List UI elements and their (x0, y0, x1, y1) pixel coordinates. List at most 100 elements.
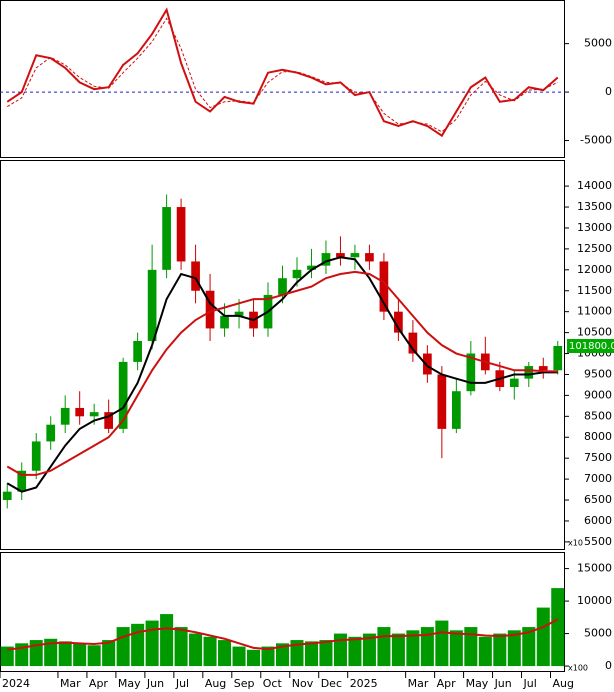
volume-bar (0, 646, 14, 667)
x-tick-label: Mar (60, 677, 81, 690)
volume-bar (160, 614, 174, 667)
y-tick-label: 13500 (577, 200, 612, 213)
x-tick-label: May (118, 677, 141, 690)
y-tick-label: 12000 (577, 263, 612, 276)
volume-bar (348, 636, 362, 667)
series-line (6, 270, 558, 476)
y-tick-label: 11500 (577, 284, 612, 297)
volume-bar (44, 638, 58, 667)
series-line (6, 256, 558, 493)
volume-bar (304, 641, 318, 667)
volume-bar (551, 588, 565, 667)
candle-body (220, 315, 229, 329)
volume-bar (435, 620, 449, 667)
candle-body (336, 253, 345, 258)
x-tick-label: Aug (205, 677, 226, 690)
x-tick-label: Sep (234, 677, 255, 690)
x-tick-label: Dec (321, 677, 342, 690)
candle-body (176, 207, 186, 262)
candle-body (452, 391, 461, 429)
candle-body (553, 346, 563, 371)
x-tick-label: Apr (89, 677, 109, 690)
x-tick-label: 2024 (2, 677, 30, 690)
volume-bar (232, 646, 246, 667)
volume-bar (333, 633, 347, 667)
y-tick-label: 7000 (584, 472, 612, 485)
scale-note: x10 (568, 539, 583, 548)
y-tick-label: 0 (605, 85, 612, 98)
x-tick-label: Jun (494, 677, 512, 690)
y-tick-label: 15000 (577, 562, 612, 575)
y-tick-label: 5000 (584, 37, 612, 50)
volume-bar (493, 633, 507, 667)
volume-bar (189, 633, 203, 667)
last-price-box (567, 339, 614, 354)
y-tick-label: 11000 (577, 305, 612, 318)
volume-bar (275, 643, 290, 667)
x-tick-label: Oct (263, 677, 283, 690)
candle-body (379, 261, 389, 312)
volume-bar (377, 627, 391, 667)
volume-bar (58, 641, 72, 667)
volume-bar (420, 627, 434, 667)
candle-body (234, 311, 244, 316)
last-price-label: 101800.0 (569, 341, 614, 352)
y-tick-label: 10500 (577, 326, 612, 339)
candle-body (31, 441, 41, 471)
x-tick-label: Jul (175, 677, 189, 690)
x-tick-label: Aug (553, 677, 574, 690)
volume-bar (174, 627, 188, 667)
x-tick-label: 2025 (350, 677, 378, 690)
candle-body (2, 491, 12, 501)
volume-bar (203, 636, 217, 667)
candle-body (278, 278, 287, 295)
series-line (7, 618, 559, 651)
volume-bar (391, 633, 405, 667)
volume-bar (464, 627, 478, 667)
candle-body (408, 332, 418, 354)
x-tick-label: Nov (292, 677, 314, 690)
y-tick-label: 12500 (577, 242, 612, 255)
y-tick-label: 9000 (584, 388, 612, 401)
volume-bar (507, 630, 521, 667)
candle-body (524, 366, 534, 379)
y-tick-label: 13000 (577, 221, 612, 234)
x-tick-label: Jul (523, 677, 537, 690)
candle-body (538, 366, 548, 371)
candle-body (350, 253, 360, 258)
candle-body (292, 269, 302, 279)
volume-bar (116, 627, 130, 667)
candle-body (437, 374, 447, 429)
y-tick-label: 6000 (584, 514, 612, 527)
volume-bar (406, 630, 420, 667)
candle-body (75, 407, 85, 417)
scale-note: x100 (568, 664, 588, 673)
y-tick-label: 0 (605, 659, 612, 672)
candle-body (321, 253, 331, 266)
volume-bar (362, 633, 376, 667)
candle-body (133, 340, 142, 362)
volume-bar (478, 636, 492, 667)
candle-body (89, 412, 99, 417)
y-tick-label: 14000 (577, 179, 612, 192)
candle-body (423, 353, 432, 375)
candle-body (394, 311, 403, 333)
volume-bar (536, 607, 550, 667)
candle-body (191, 261, 200, 291)
candle-body (466, 353, 476, 392)
y-tick-label: 10000 (577, 594, 612, 607)
candle-body (162, 207, 171, 270)
x-tick-label: Apr (437, 677, 457, 690)
candle-body (60, 407, 70, 425)
volume-bar (319, 640, 333, 667)
volume-bar (102, 640, 116, 667)
volume-bar (290, 640, 304, 667)
volume-bar (449, 630, 463, 667)
volume-bar (261, 646, 275, 667)
volume-bar (218, 640, 232, 667)
candle-body (307, 265, 316, 270)
oscillator-panel (0, 0, 565, 158)
candle-body (205, 290, 215, 329)
volume-bar (247, 649, 261, 667)
